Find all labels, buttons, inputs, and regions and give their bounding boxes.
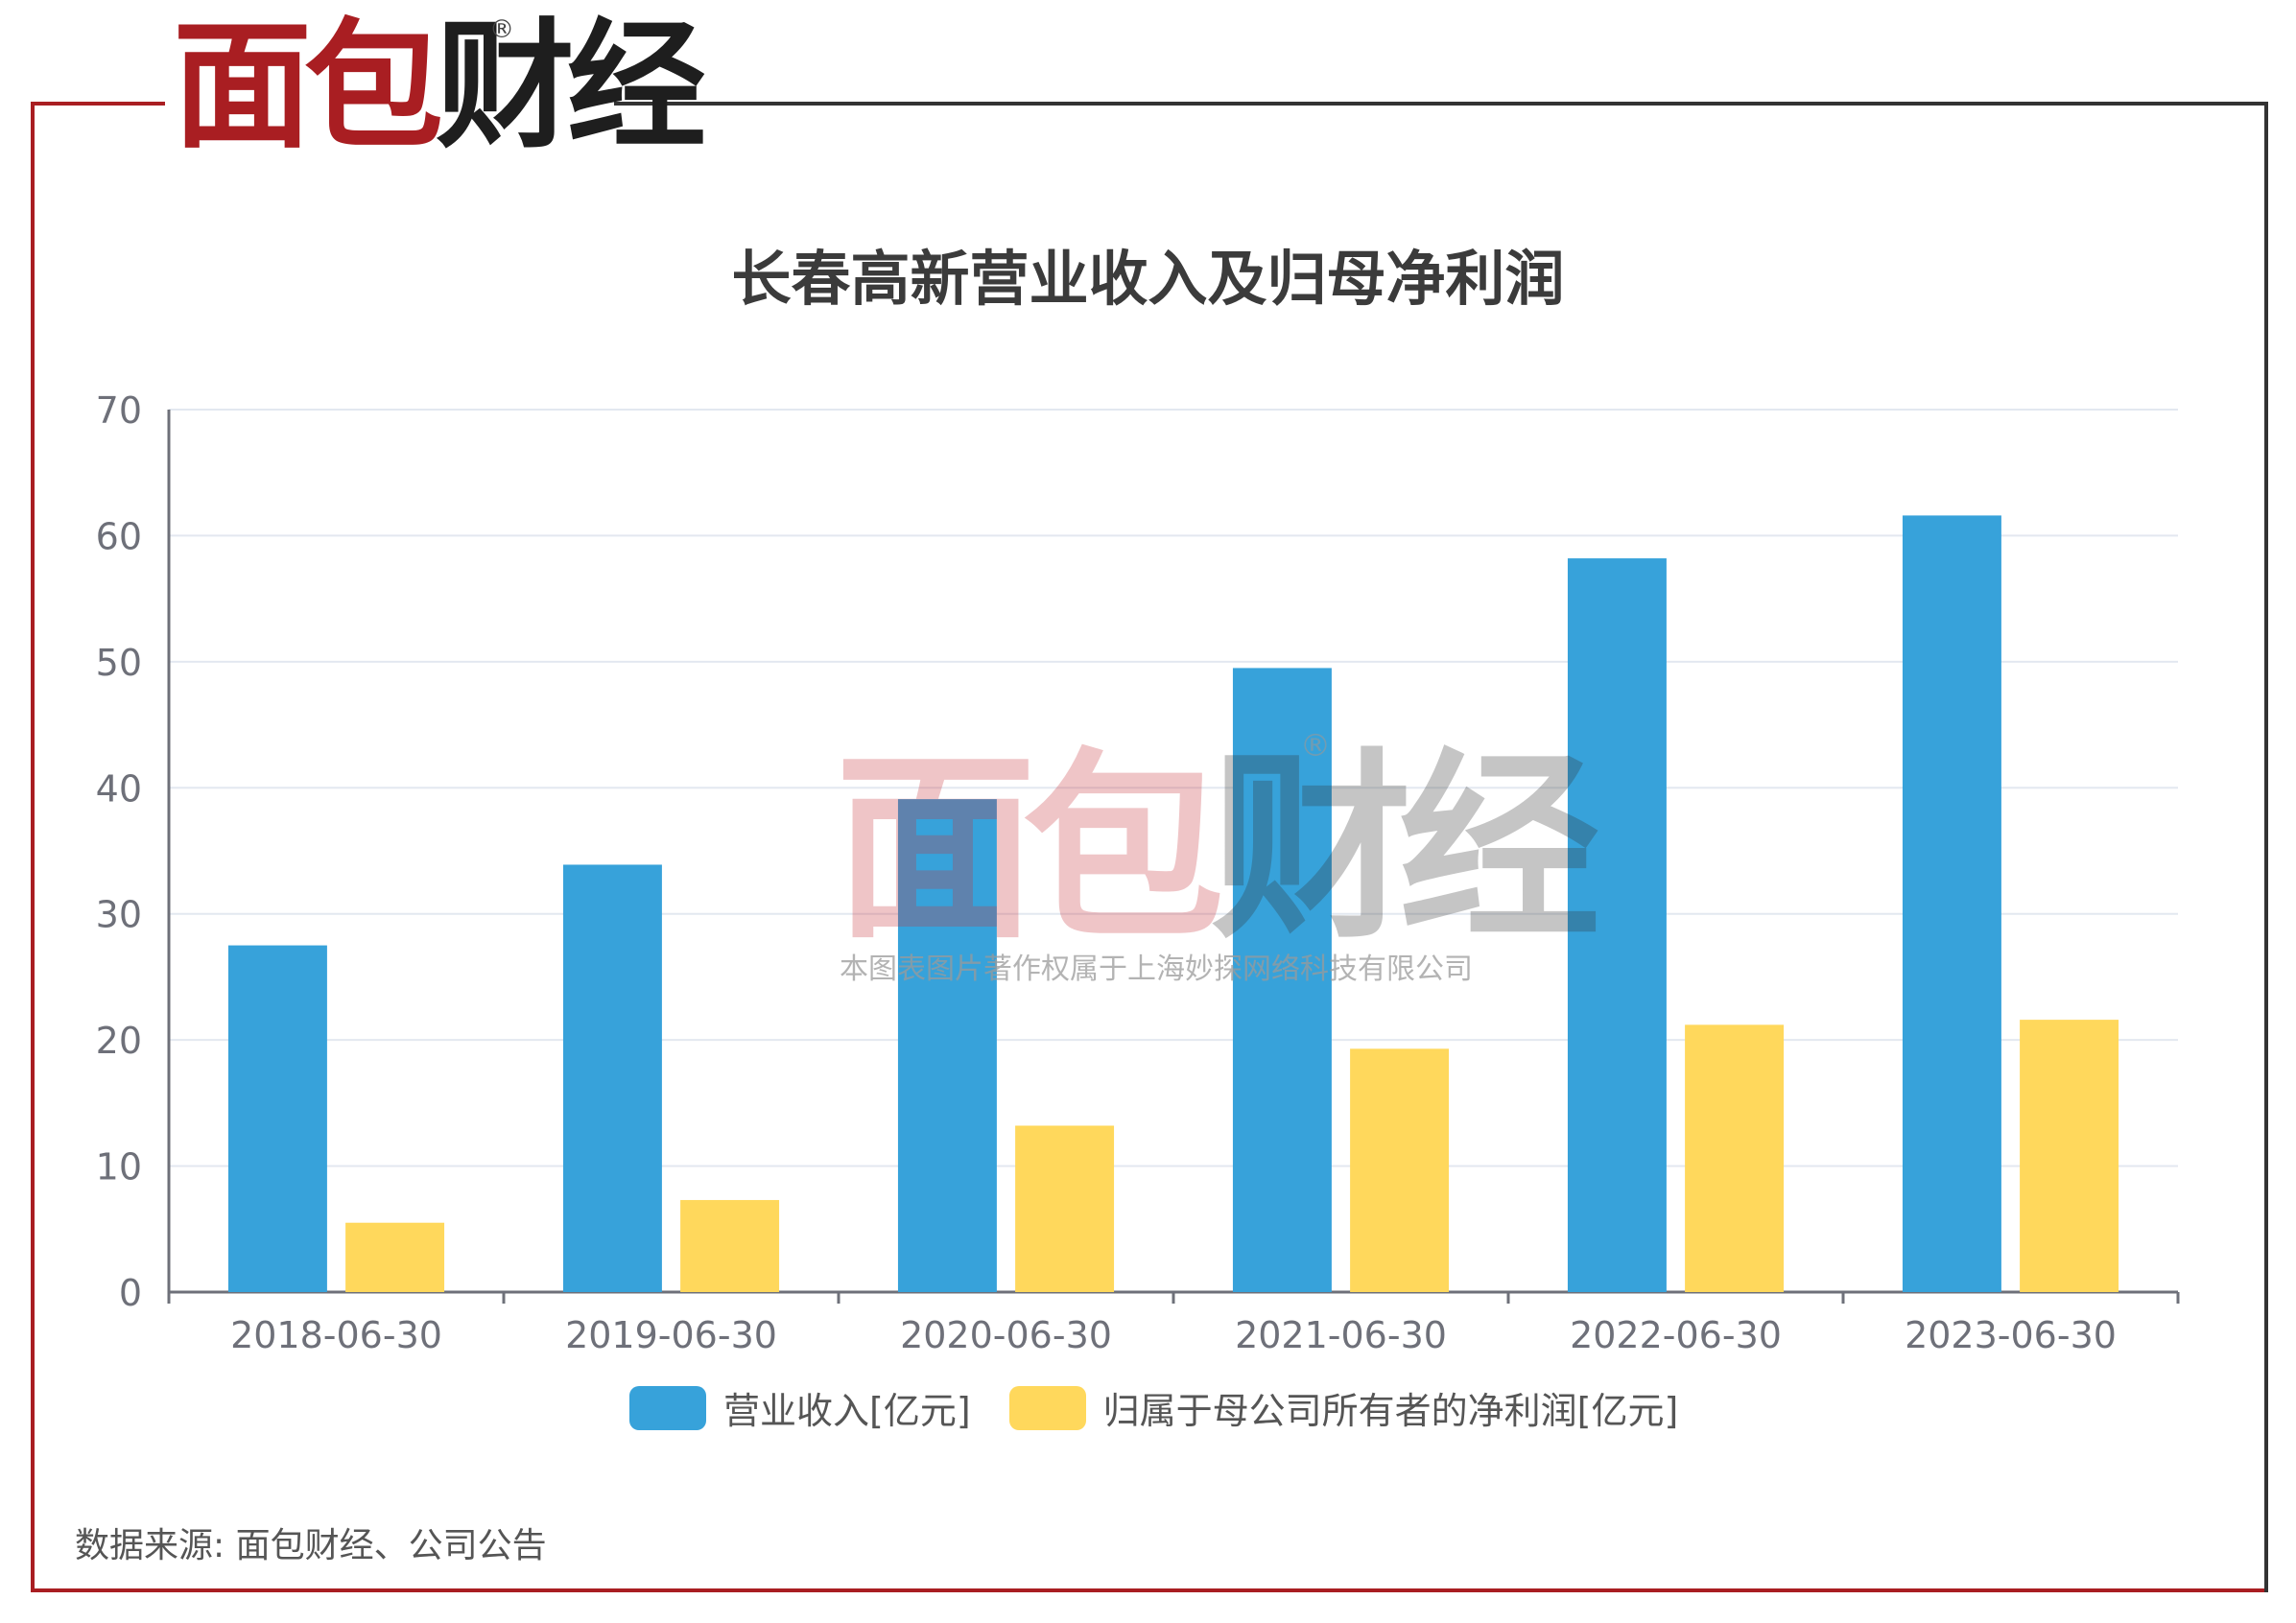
bar-net-profit: [1015, 1125, 1115, 1292]
watermark-logo: 面包财经: [835, 748, 1600, 950]
bar-revenue: [562, 864, 662, 1292]
x-tick-label: 2023-06-30: [1905, 1314, 2117, 1356]
legend: 营业收入[亿元] 归属于母公司所有者的净利润[亿元]: [629, 1381, 1716, 1434]
watermark-mark: ®: [1300, 727, 1331, 764]
y-tick-label: 70: [96, 389, 142, 432]
x-tick-label: 2019-06-30: [565, 1314, 777, 1356]
bar-net-profit: [345, 1222, 445, 1292]
chart-title: 长春高新营业收入及归母净利润: [731, 244, 1565, 314]
y-tick-label: 10: [96, 1146, 142, 1188]
bar-revenue: [1232, 668, 1332, 1292]
y-tick-label: 50: [96, 642, 142, 684]
y-tick-label: 20: [96, 1020, 142, 1062]
y-tick-label: 60: [96, 515, 142, 557]
y-tick-label: 40: [96, 767, 142, 810]
legend-swatch-net-profit: [1008, 1385, 1086, 1430]
watermark-dark: 财经: [1211, 731, 1600, 966]
bar-revenue: [227, 945, 327, 1292]
registered-mark: ®: [489, 15, 514, 44]
y-tick-label: 0: [119, 1272, 142, 1314]
y-tick-label: 30: [96, 894, 142, 936]
x-tick-label: 2022-06-30: [1570, 1314, 1782, 1356]
legend-swatch-revenue: [629, 1385, 706, 1430]
bar-revenue: [1902, 515, 2001, 1292]
bar-net-profit: [1685, 1024, 1785, 1292]
bar-net-profit: [680, 1200, 780, 1292]
bar-revenue: [1567, 558, 1667, 1292]
legend-label-net-profit: 归属于母公司所有者的净利润[亿元]: [1102, 1390, 1679, 1432]
source-note: 数据来源: 面包财经、公司公告: [75, 1526, 547, 1565]
brand-logo: 面包财经: [173, 17, 706, 156]
watermark-red: 面包: [835, 731, 1224, 966]
legend-item-net-profit[interactable]: 归属于母公司所有者的净利润[亿元]: [1008, 1381, 1679, 1434]
bar-net-profit: [2020, 1020, 2119, 1292]
x-tick-label: 2020-06-30: [900, 1314, 1112, 1356]
bar-revenue: [897, 799, 997, 1292]
bar-net-profit: [1350, 1048, 1450, 1292]
brand-logo-red: 面包: [173, 6, 443, 168]
watermark-subtext: 本图表图片著作权属于上海妙探网络科技有限公司: [840, 953, 1473, 986]
legend-item-revenue[interactable]: 营业收入[亿元]: [629, 1381, 971, 1434]
legend-label-revenue: 营业收入[亿元]: [723, 1390, 971, 1432]
x-tick-label: 2018-06-30: [230, 1314, 442, 1356]
brand-logo-dark: 财经: [436, 6, 706, 168]
x-tick-label: 2021-06-30: [1235, 1314, 1447, 1356]
